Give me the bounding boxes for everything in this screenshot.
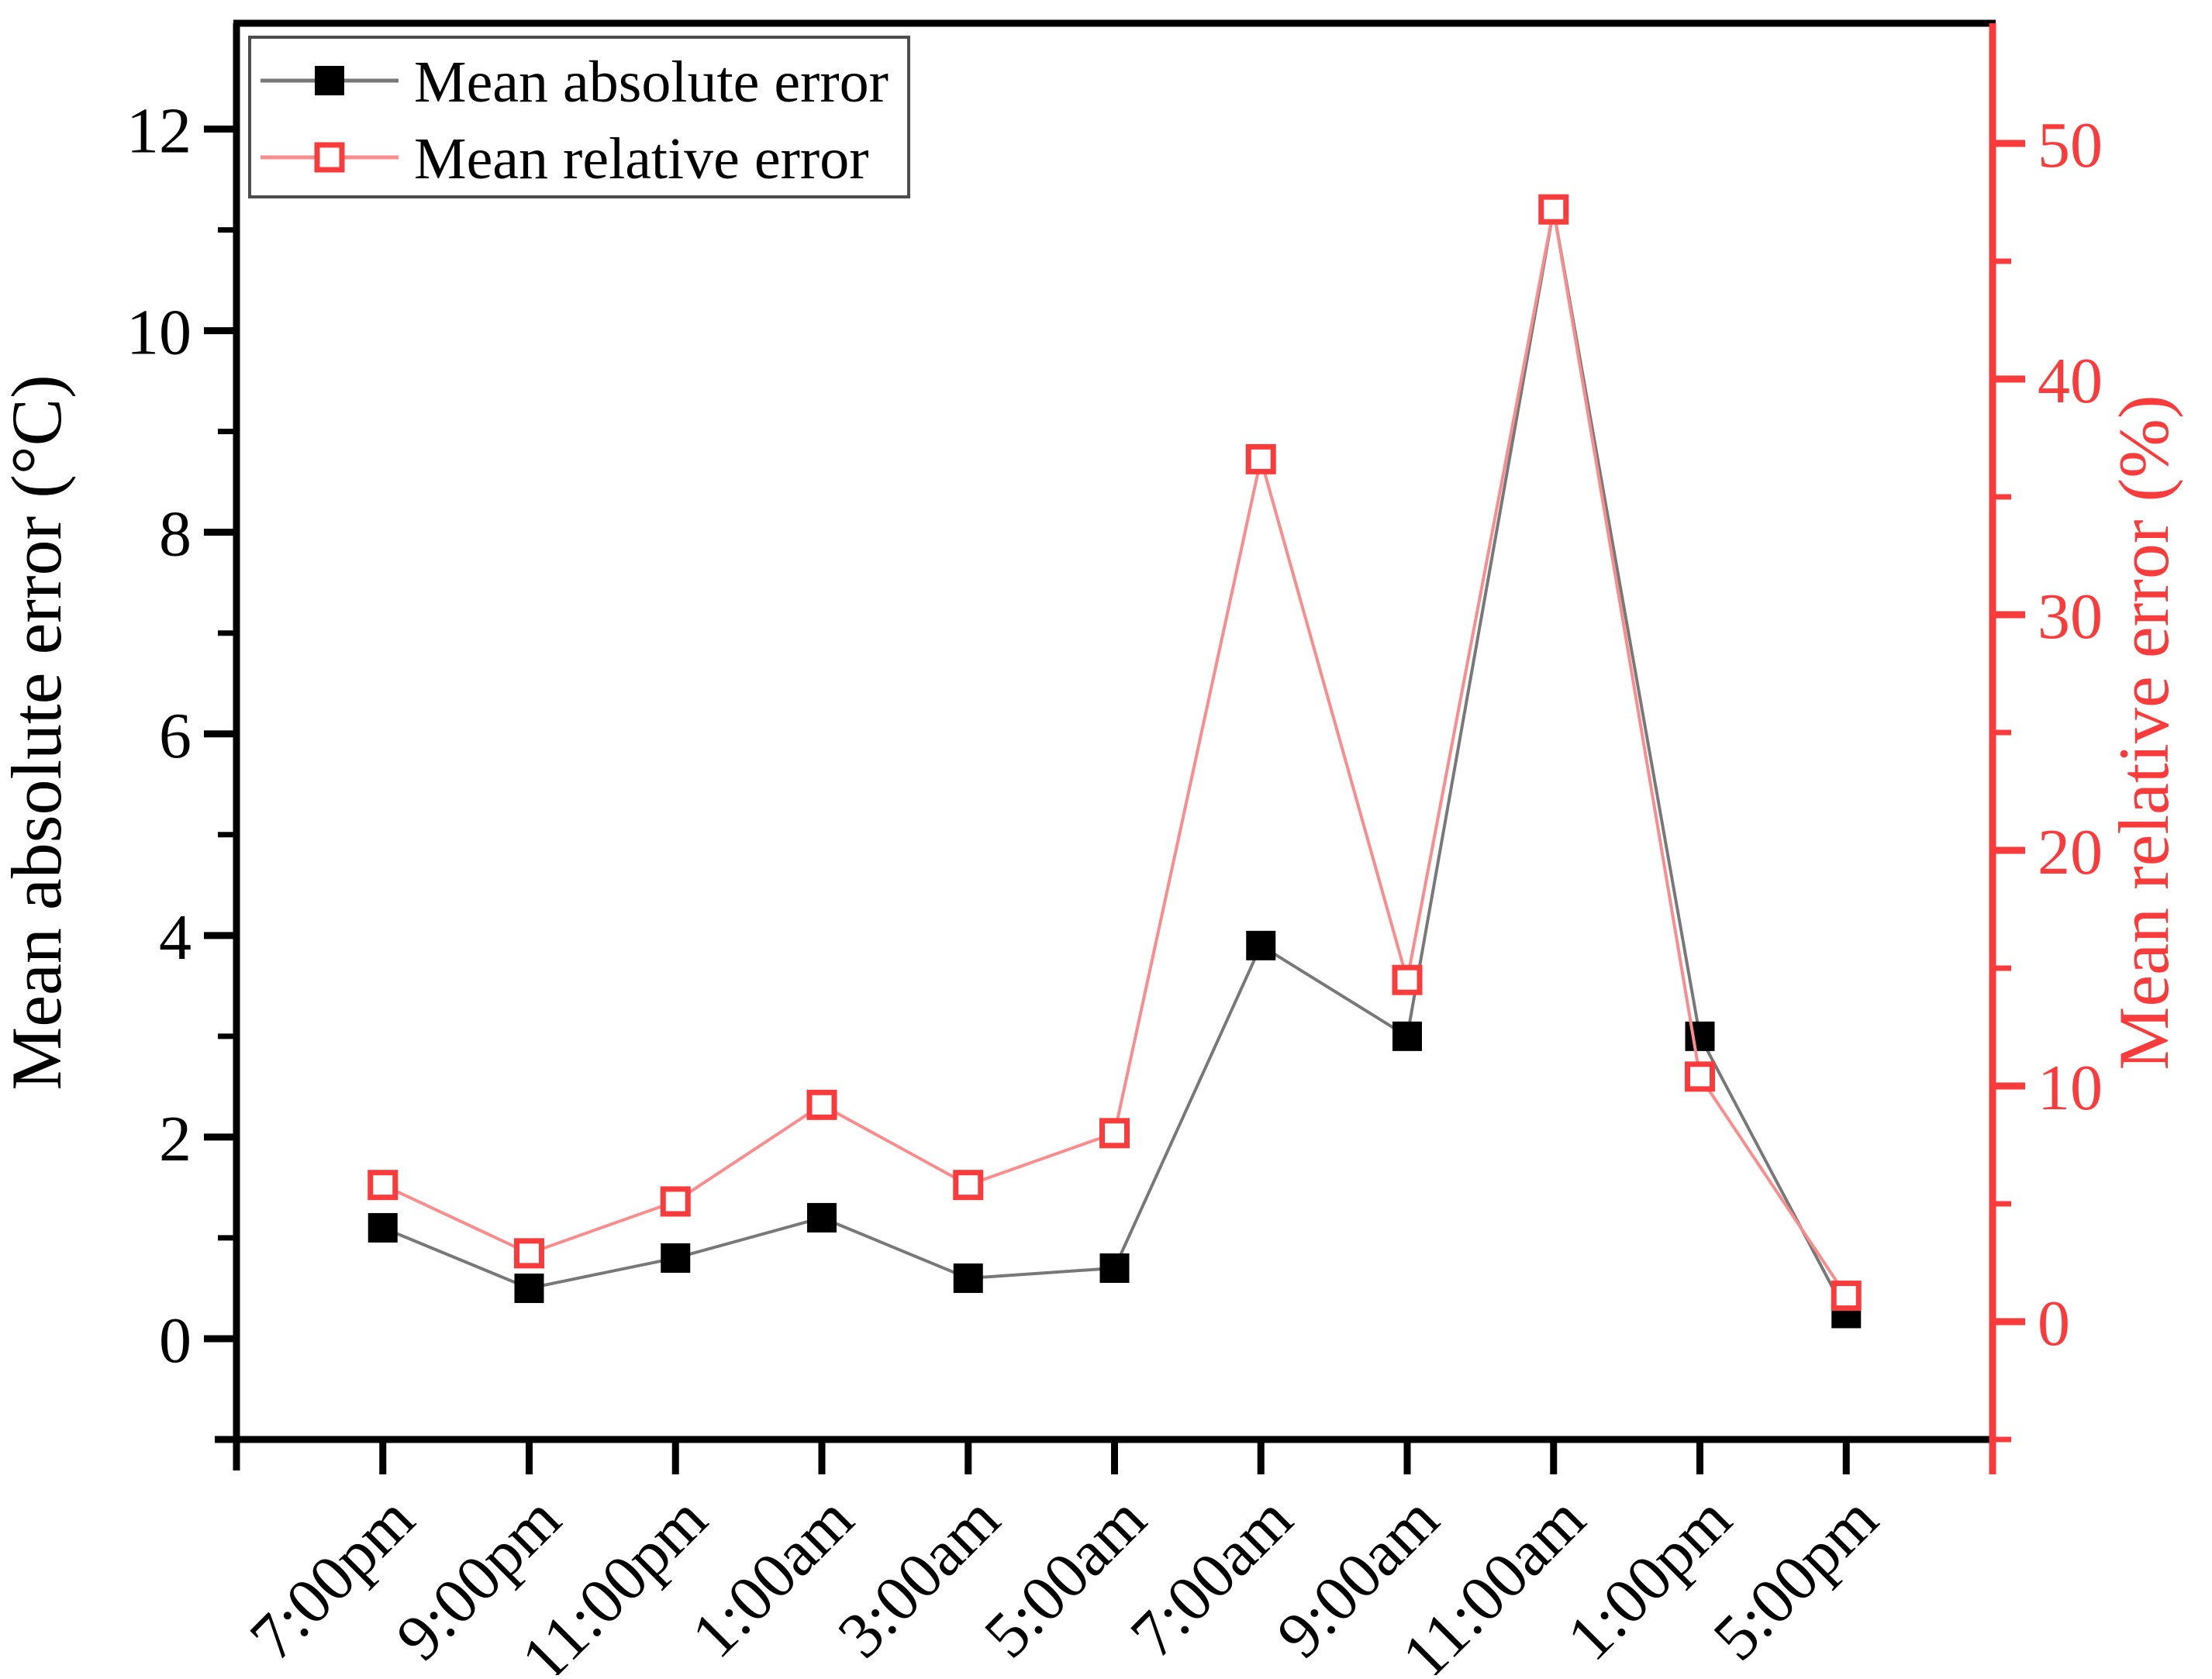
legend-box — [248, 36, 910, 198]
data-point-open-square — [1392, 964, 1423, 995]
legend-label-relative: Mean relative error — [414, 126, 869, 191]
data-point-open-square — [514, 1238, 544, 1269]
x-tick-label: 3:00am — [824, 1483, 1013, 1672]
y-tick-label-left: 12 — [126, 95, 192, 167]
legend-label-absolute: Mean absolute error — [414, 50, 889, 115]
y-tick-label-right: 20 — [2038, 816, 2103, 888]
x-tick-label: 7:00pm — [236, 1483, 428, 1674]
x-tick-label: 7:00am — [1117, 1483, 1306, 1672]
y-tick-label-left: 8 — [159, 498, 192, 571]
left-axis-ticks: 0 2 4 6 8 10 12 — [126, 95, 236, 1443]
x-tick-label: 1:00am — [678, 1483, 868, 1672]
x-tick-label: 5:00am — [971, 1483, 1160, 1672]
legend-marker-filled-square — [315, 66, 344, 95]
data-point-filled-square — [953, 1263, 983, 1293]
plot-frame — [215, 19, 1996, 1474]
data-point-open-square — [368, 1170, 399, 1201]
y-tick-label-left: 4 — [159, 902, 192, 974]
data-point-filled-square — [1246, 930, 1276, 960]
data-point-open-square — [1538, 194, 1569, 225]
data-point-open-square — [1685, 1061, 1715, 1092]
data-point-open-square — [1831, 1281, 1862, 1312]
y-tick-label-left: 10 — [126, 297, 192, 369]
data-series — [368, 194, 1862, 1329]
legend-marker-open-square — [314, 142, 345, 173]
data-point-filled-square — [368, 1212, 398, 1243]
x-axis-ticks: 7:00pm9:00pm11:00pm1:00am3:00am5:00am7:0… — [236, 1439, 1892, 1679]
x-tick-label: 1:00pm — [1554, 1483, 1745, 1674]
right-axis-title: Mean relative error (%) — [2104, 395, 2183, 1070]
x-tick-label: 5:00pm — [1700, 1483, 1891, 1674]
series-mean-relative-error — [368, 194, 1862, 1312]
right-axis-ticks: 0 10 20 30 40 50 — [1993, 109, 2103, 1443]
legend-entry-relative: Mean relative error — [261, 126, 869, 191]
y-tick-label-right: 30 — [2038, 581, 2103, 653]
y-tick-label-left: 0 — [159, 1305, 192, 1377]
data-point-filled-square — [1099, 1253, 1130, 1283]
data-point-open-square — [953, 1170, 984, 1201]
data-point-filled-square — [807, 1202, 837, 1233]
y-tick-label-right: 0 — [2038, 1288, 2070, 1360]
y-tick-label-left: 2 — [159, 1103, 192, 1175]
data-point-open-square — [1245, 443, 1276, 474]
legend: Mean absolute error Mean relative error — [248, 36, 910, 198]
data-point-filled-square — [661, 1243, 691, 1273]
data-point-filled-square — [1392, 1021, 1422, 1051]
y-tick-label-right: 10 — [2038, 1052, 2103, 1124]
y-tick-label-left: 6 — [159, 700, 192, 772]
y-tick-label-right: 50 — [2038, 109, 2103, 181]
data-point-open-square — [1099, 1118, 1130, 1149]
data-point-open-square — [806, 1089, 837, 1120]
series-mean-absolute-error — [368, 195, 1862, 1329]
y-tick-label-right: 40 — [2038, 345, 2103, 417]
left-axis-title: Mean absolute error (°C) — [0, 374, 76, 1090]
data-point-filled-square — [1685, 1021, 1715, 1051]
legend-entry-absolute: Mean absolute error — [261, 50, 889, 115]
data-point-open-square — [660, 1186, 691, 1217]
data-point-filled-square — [514, 1273, 544, 1303]
